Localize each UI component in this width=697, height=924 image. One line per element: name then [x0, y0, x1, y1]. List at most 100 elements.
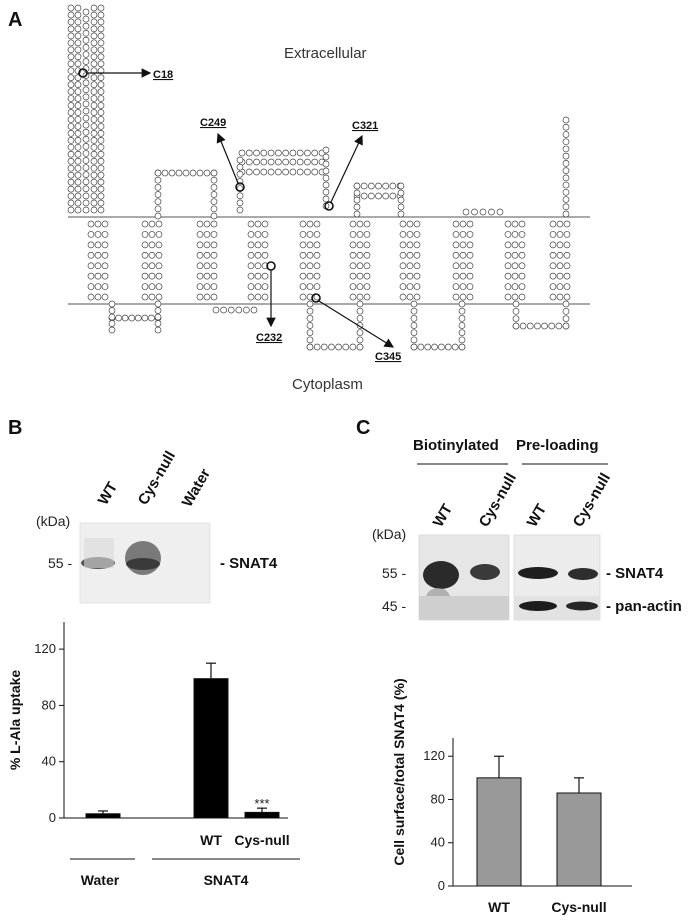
- residue-bead: [563, 272, 571, 280]
- residue-bead: [210, 176, 218, 184]
- residue-bead: [563, 262, 571, 270]
- residue-bead: [349, 251, 357, 259]
- residue-bead: [90, 95, 98, 102]
- chart-b-xtick-cys-null: Cys-null: [234, 832, 289, 848]
- residue-bead: [512, 315, 520, 323]
- residue-bead: [511, 231, 519, 238]
- residue-bead: [562, 174, 570, 182]
- residue-bead: [90, 74, 98, 82]
- residue-bead: [275, 158, 282, 166]
- residue-bead: [210, 169, 218, 177]
- residue-bead: [356, 293, 364, 301]
- cysteine-annotations: C18 C249 C321 C232 C345: [78, 68, 401, 363]
- residue-bead: [356, 336, 364, 344]
- chart-b-significance: ***: [254, 796, 269, 811]
- chart-c-bars: [476, 755, 602, 887]
- residue-bead: [254, 293, 262, 301]
- residue-bead: [115, 314, 122, 322]
- residue-bead: [134, 314, 142, 322]
- residue-bead: [67, 192, 75, 200]
- residue-bead: [549, 251, 557, 259]
- residue-bead: [261, 283, 269, 290]
- residue-bead: [356, 220, 364, 228]
- residue-bead: [406, 220, 414, 228]
- residue-bead: [247, 220, 255, 228]
- residue-bead: [141, 251, 149, 259]
- residue-bead: [504, 241, 512, 249]
- residue-bead: [196, 231, 204, 238]
- residue-bead: [90, 60, 98, 68]
- c345-label: C345: [375, 351, 401, 363]
- residue-bead: [67, 95, 75, 102]
- residue-bead: [562, 196, 570, 203]
- residue-bead: [406, 231, 414, 238]
- residue-bead: [74, 143, 82, 151]
- residue-bead: [518, 272, 526, 280]
- blot-b-lane-cys-null: Cys-null: [135, 448, 179, 508]
- residue-bead: [236, 206, 244, 214]
- residue-bead: [97, 32, 105, 40]
- residue-bead: [82, 128, 90, 136]
- residue-bead: [235, 306, 243, 314]
- residue-bead: [94, 251, 102, 259]
- residue-bead: [67, 18, 75, 26]
- residue-bead: [254, 283, 262, 290]
- residue-bead: [87, 272, 95, 280]
- residue-bead: [556, 283, 564, 290]
- residue-bead: [353, 189, 361, 197]
- residue-bead: [82, 185, 90, 193]
- residue-bead: [155, 251, 163, 259]
- residue-bead: [90, 171, 98, 179]
- residue-bead: [97, 136, 105, 144]
- c345-marker: [311, 293, 321, 303]
- residue-bead: [97, 46, 105, 54]
- blot-c-kda-label: (kDa): [372, 526, 406, 542]
- residue-bead: [97, 199, 105, 207]
- residue-bead: [155, 272, 163, 280]
- residue-bead: [155, 262, 163, 270]
- residue-bead: [155, 283, 163, 290]
- residue-bead: [444, 343, 452, 351]
- residue-bead: [562, 181, 570, 189]
- residue-bead: [260, 168, 268, 176]
- residue-bead: [363, 231, 371, 238]
- residue-bead: [349, 343, 357, 351]
- residue-bead: [452, 231, 460, 238]
- residue-bead: [452, 293, 460, 301]
- residue-bead: [363, 251, 371, 259]
- residue-bead: [296, 149, 304, 157]
- residue-bead: [210, 293, 218, 301]
- residue-bead: [203, 293, 211, 301]
- residue-bead: [556, 251, 564, 259]
- residue-bead: [504, 293, 512, 301]
- residue-bead: [236, 156, 244, 164]
- residue-bead: [90, 164, 98, 172]
- residue-bead: [328, 343, 335, 351]
- residue-bead: [549, 220, 557, 228]
- residue-bead: [306, 307, 314, 315]
- residue-bead: [154, 183, 162, 191]
- residue-bead: [399, 251, 407, 259]
- residue-bead: [148, 220, 156, 228]
- residue-bead: [74, 95, 82, 102]
- residue-bead: [90, 46, 98, 54]
- residue-bead: [363, 283, 371, 290]
- residue-bead: [101, 283, 109, 290]
- residue-bead: [90, 143, 98, 151]
- residue-bead: [250, 306, 258, 314]
- residue-bead: [90, 25, 98, 33]
- c249-label: C249: [200, 117, 226, 129]
- residue-bead: [196, 272, 204, 280]
- residue-bead: [466, 293, 474, 301]
- residue-bead: [282, 158, 289, 166]
- residue-bead: [562, 300, 570, 308]
- c232-label: C232: [256, 332, 282, 344]
- residue-bead: [94, 231, 102, 238]
- residue-bead: [90, 206, 98, 214]
- chart-b-ylabel: % L-Ala uptake: [7, 670, 23, 771]
- residue-bead: [462, 208, 470, 216]
- residue-bead: [154, 300, 162, 308]
- blot-b-lane-wt: WT: [95, 479, 121, 508]
- residue-bead: [306, 220, 314, 228]
- residue-bead: [82, 15, 90, 23]
